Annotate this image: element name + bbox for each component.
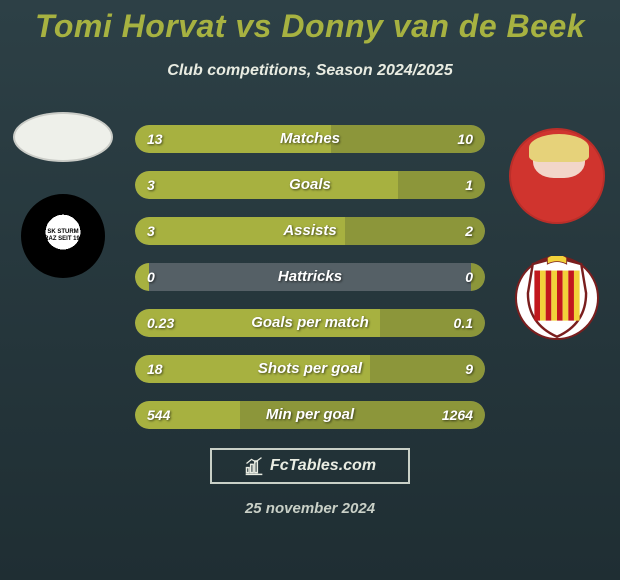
player2-column bbox=[502, 128, 612, 340]
date-text: 25 november 2024 bbox=[0, 500, 620, 517]
stat-row: 00Hattricks bbox=[135, 263, 485, 291]
stat-row: 32Assists bbox=[135, 217, 485, 245]
stat-row: 5441264Min per goal bbox=[135, 401, 485, 429]
stat-label: Shots per goal bbox=[135, 355, 485, 383]
stat-label: Assists bbox=[135, 217, 485, 245]
stat-row: 189Shots per goal bbox=[135, 355, 485, 383]
player1-club-badge: SK STURM GRAZ SEIT 1909 bbox=[21, 194, 105, 278]
title-player1: Tomi Horvat bbox=[35, 8, 226, 44]
stats-list: 1310Matches 31Goals 32Assists 00Hattricks 0.… bbox=[135, 125, 485, 429]
stat-row: 1310Matches bbox=[135, 125, 485, 153]
player1-avatar bbox=[13, 112, 113, 162]
page-title: Tomi Horvat vs Donny van de Beek bbox=[0, 8, 620, 45]
stat-row: 0.230.1Goals per match bbox=[135, 309, 485, 337]
player2-avatar-hair bbox=[529, 134, 589, 162]
stat-label: Matches bbox=[135, 125, 485, 153]
title-vs: vs bbox=[235, 8, 272, 44]
chart-icon bbox=[244, 456, 264, 476]
stat-label: Goals bbox=[135, 171, 485, 199]
girona-crest-icon bbox=[517, 256, 597, 340]
player1-column: SK STURM GRAZ SEIT 1909 bbox=[8, 112, 118, 278]
stat-label: Hattricks bbox=[135, 263, 485, 291]
title-player2: Donny van de Beek bbox=[281, 8, 585, 44]
stat-row: 31Goals bbox=[135, 171, 485, 199]
comparison-card: Tomi Horvat vs Donny van de Beek Club co… bbox=[0, 0, 620, 580]
stat-label: Min per goal bbox=[135, 401, 485, 429]
branding-text: FcTables.com bbox=[270, 457, 376, 475]
player2-avatar-jersey bbox=[529, 186, 589, 222]
player2-avatar bbox=[509, 128, 605, 224]
player2-club-badge bbox=[515, 256, 599, 340]
stat-label: Goals per match bbox=[135, 309, 485, 337]
player1-club-text: SK STURM GRAZ SEIT 1909 bbox=[39, 212, 87, 260]
branding-box: FcTables.com bbox=[210, 448, 410, 484]
subtitle: Club competitions, Season 2024/2025 bbox=[0, 62, 620, 80]
